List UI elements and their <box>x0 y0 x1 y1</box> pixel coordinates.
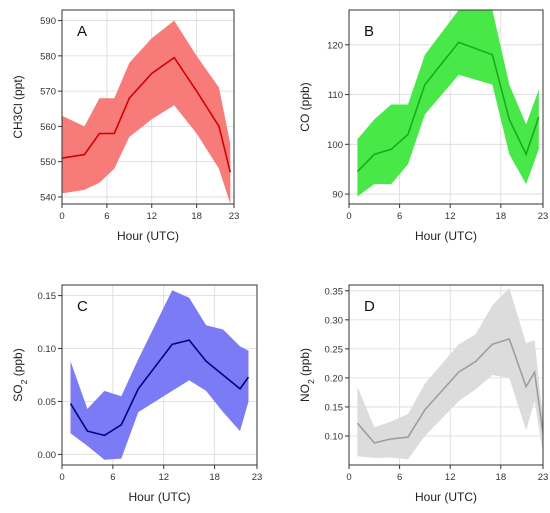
y-axis-label: CO (ppb) <box>298 82 312 131</box>
x-tick-label: 23 <box>252 472 263 483</box>
y-tick-label: 560 <box>40 122 56 133</box>
y-tick-label: 550 <box>40 157 56 168</box>
plot-data-group <box>356 10 540 197</box>
mean-line <box>62 56 232 173</box>
x-tick-label: 12 <box>445 472 456 483</box>
y-tick-label: 100 <box>327 140 343 151</box>
x-axis-label: Hour (UTC) <box>129 490 191 504</box>
panel-c: 0 6 12 18 23 0.00 0.05 0.10 0.15 Hour (UTC) SO2 (p… <box>11 284 263 504</box>
uncertainty-band <box>70 290 249 460</box>
x-axis-label: Hour (UTC) <box>117 229 179 243</box>
y-axis-label-subscript: 2 <box>19 379 29 384</box>
y-axis-label: NO2 (ppb) <box>298 348 316 402</box>
plot-data-group <box>62 20 232 204</box>
panel-d: 0 6 12 18 23 0.10 0.15 0.20 0.25 0.30 0.35 Hour (UT… <box>298 284 549 504</box>
y-axis-label-main: SO <box>11 384 25 401</box>
x-tick-label: 12 <box>158 472 169 483</box>
x-tick-label: 18 <box>209 472 220 483</box>
mean-line <box>356 41 540 173</box>
y-tick-label: 0.15 <box>38 291 57 302</box>
x-tick-label: 23 <box>229 211 240 222</box>
y-tick-label: 0.00 <box>38 450 57 461</box>
y-axis-label-unit: (ppb) <box>11 348 25 379</box>
plot-frame <box>61 284 258 466</box>
plot-data-group <box>69 290 250 460</box>
panel-letter: C <box>77 298 88 315</box>
uncertainty-band <box>62 20 231 204</box>
y-tick-label: 0.25 <box>325 344 344 355</box>
mean-line <box>356 338 543 444</box>
y-tick-label: 0.05 <box>38 397 57 408</box>
plot-frame <box>348 9 544 205</box>
y-tick-label: 590 <box>40 16 56 27</box>
x-tick-label: 6 <box>104 211 109 222</box>
x-tick-label: 23 <box>538 472 549 483</box>
y-tick-label: 0.30 <box>325 315 344 326</box>
y-tick-label: 0.10 <box>325 431 344 442</box>
plot-frame <box>61 9 235 205</box>
y-tick-label: 580 <box>40 51 56 62</box>
panel-a: 0 6 12 18 23 540 550 560 570 580 590 Hour (UTC) CH3C… <box>11 9 240 243</box>
y-axis-label-main: CO (ppb) <box>298 82 312 131</box>
x-tick-label: 18 <box>496 472 507 483</box>
panel-letter: A <box>77 23 87 40</box>
x-tick-label: 18 <box>191 211 202 222</box>
y-tick-label: 540 <box>40 192 56 203</box>
x-axis-label: Hour (UTC) <box>415 229 477 243</box>
y-axis-label-subscript: 2 <box>306 379 316 384</box>
x-tick-label: 12 <box>146 211 157 222</box>
y-axis-label: SO2 (ppb) <box>11 348 29 401</box>
y-tick-label: 120 <box>327 40 343 51</box>
y-axis-label-unit: (ppb) <box>298 348 312 379</box>
y-axis-label: CH3Cl (ppt) <box>11 75 25 138</box>
x-tick-label: 12 <box>445 211 456 222</box>
x-tick-label: 6 <box>397 211 402 222</box>
y-tick-label: 90 <box>332 190 343 201</box>
panel-b: 0 6 12 18 23 90 100 110 120 Hour (UTC) CO (ppb) B <box>298 9 549 243</box>
y-tick-label: 0.10 <box>38 344 57 355</box>
y-tick-label: 0.35 <box>325 286 344 297</box>
x-tick-label: 0 <box>59 211 64 222</box>
x-tick-label: 6 <box>110 472 115 483</box>
x-tick-label: 18 <box>496 211 507 222</box>
x-axis-label: Hour (UTC) <box>415 490 477 504</box>
uncertainty-band <box>357 287 543 460</box>
y-axis-label-main: NO <box>298 384 312 402</box>
y-tick-label: 0.20 <box>325 373 344 384</box>
x-tick-label: 0 <box>346 211 351 222</box>
y-tick-label: 110 <box>328 90 343 101</box>
mean-line <box>69 339 250 437</box>
x-tick-label: 0 <box>346 472 351 483</box>
x-tick-label: 6 <box>397 472 402 483</box>
plot-frame <box>348 284 544 466</box>
y-tick-label: 570 <box>40 87 56 98</box>
y-axis-label-main: CH3Cl (ppt) <box>11 75 25 138</box>
x-tick-label: 23 <box>538 211 549 222</box>
x-tick-label: 0 <box>59 472 64 483</box>
plot-data-group <box>356 287 543 460</box>
y-tick-label: 0.15 <box>325 402 344 413</box>
panel-letter: D <box>364 298 375 315</box>
panel-letter: B <box>364 23 374 40</box>
